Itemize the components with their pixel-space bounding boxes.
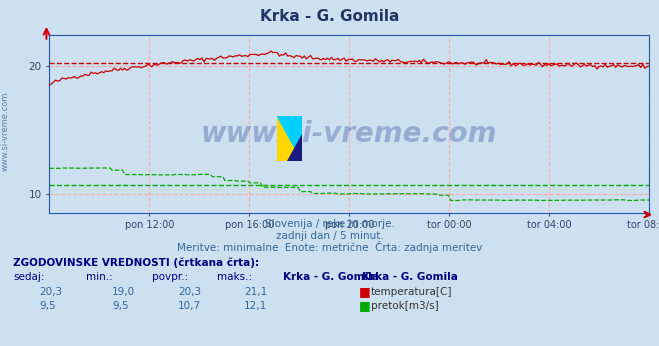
Text: ZGODOVINSKE VREDNOSTI (črtkana črta):: ZGODOVINSKE VREDNOSTI (črtkana črta): xyxy=(13,258,259,268)
Text: povpr.:: povpr.: xyxy=(152,272,188,282)
Text: www.si-vreme.com: www.si-vreme.com xyxy=(201,120,498,148)
Text: 10,7: 10,7 xyxy=(178,301,201,311)
Text: maks.:: maks.: xyxy=(217,272,252,282)
Text: sedaj:: sedaj: xyxy=(13,272,45,282)
Text: Krka - G. Gomila: Krka - G. Gomila xyxy=(283,272,379,282)
Text: 19,0: 19,0 xyxy=(112,287,135,297)
Text: zadnji dan / 5 minut.: zadnji dan / 5 minut. xyxy=(275,231,384,241)
Text: ■: ■ xyxy=(359,285,371,298)
Text: 21,1: 21,1 xyxy=(244,287,267,297)
Text: ■: ■ xyxy=(359,299,371,312)
Text: temperatura[C]: temperatura[C] xyxy=(371,287,453,297)
Text: 9,5: 9,5 xyxy=(112,301,129,311)
Text: Meritve: minimalne  Enote: metrične  Črta: zadnja meritev: Meritve: minimalne Enote: metrične Črta:… xyxy=(177,241,482,253)
Text: Krka - G. Gomila: Krka - G. Gomila xyxy=(260,9,399,24)
Text: Krka - G. Gomila: Krka - G. Gomila xyxy=(362,272,458,282)
Text: pretok[m3/s]: pretok[m3/s] xyxy=(371,301,439,311)
Text: min.:: min.: xyxy=(86,272,113,282)
Text: www.si-vreme.com: www.si-vreme.com xyxy=(1,92,10,171)
Text: 20,3: 20,3 xyxy=(178,287,201,297)
Text: 9,5: 9,5 xyxy=(40,301,56,311)
Polygon shape xyxy=(277,116,302,161)
Text: Slovenija / reke in morje.: Slovenija / reke in morje. xyxy=(264,219,395,229)
Text: 20,3: 20,3 xyxy=(40,287,63,297)
Text: 12,1: 12,1 xyxy=(244,301,267,311)
Polygon shape xyxy=(277,116,302,161)
Polygon shape xyxy=(287,134,302,161)
